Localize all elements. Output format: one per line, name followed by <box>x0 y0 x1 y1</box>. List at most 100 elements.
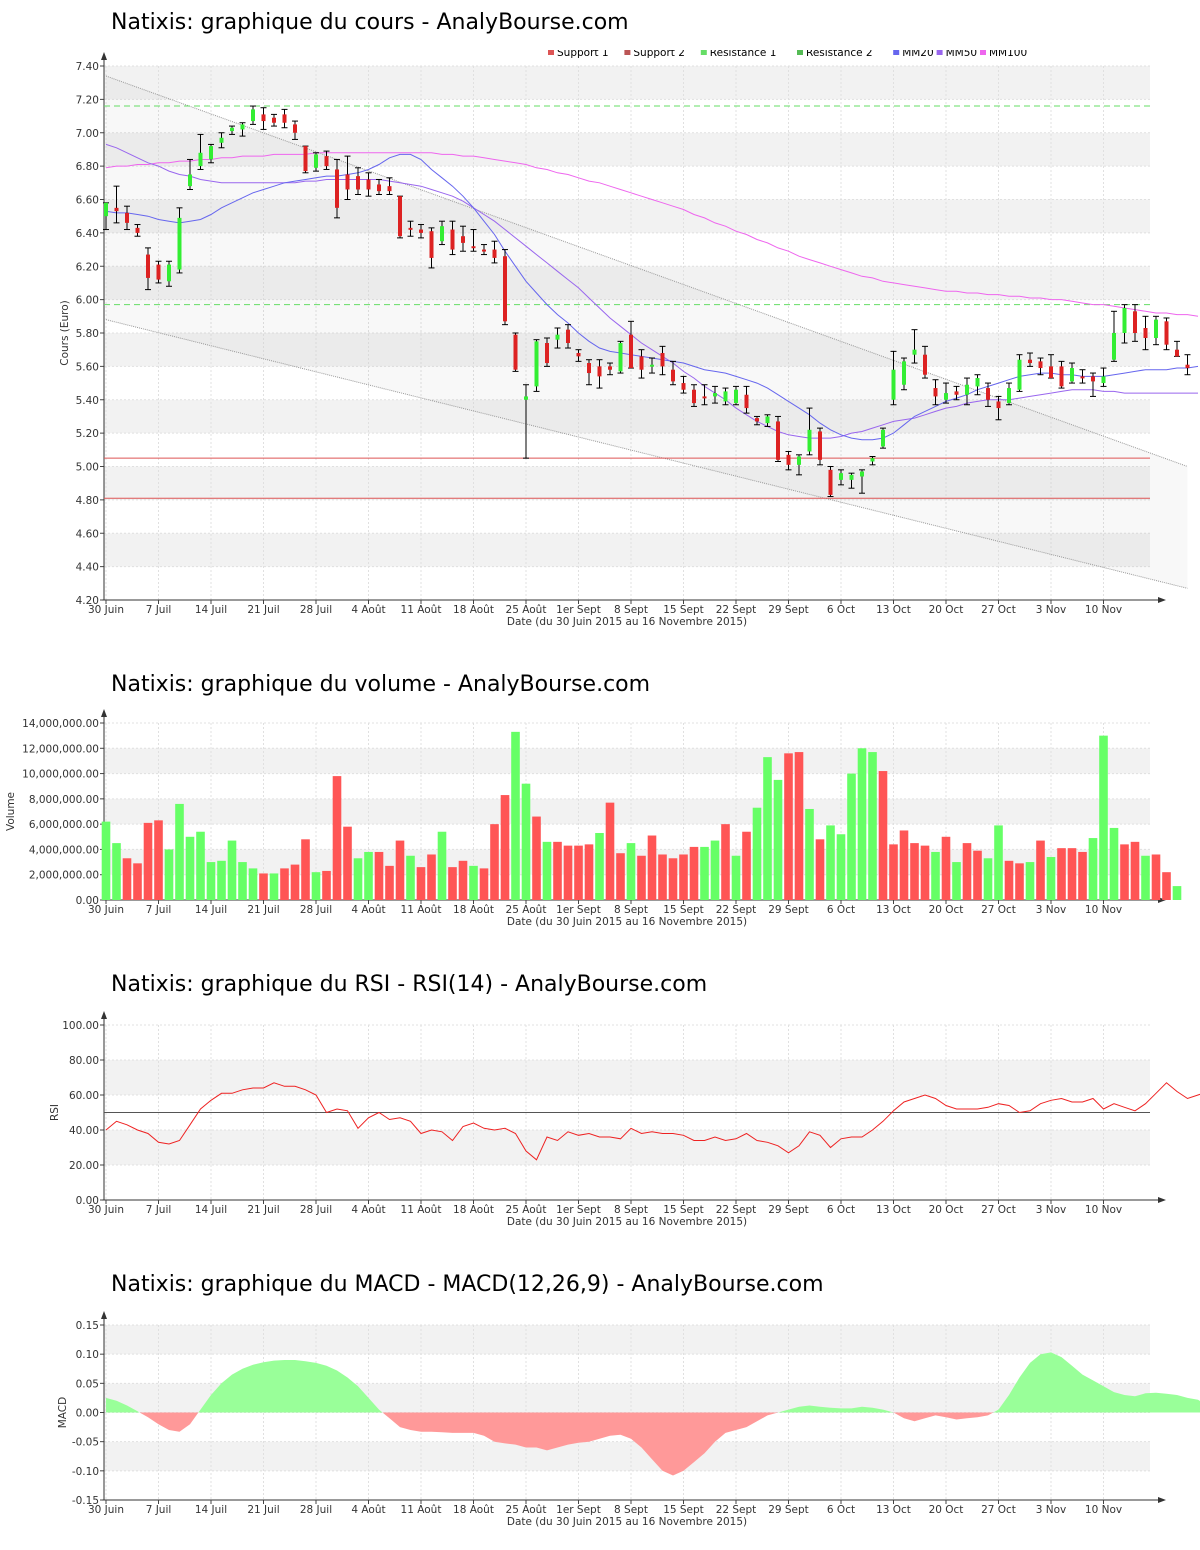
candle-body <box>860 471 864 477</box>
x-tick-label: 18 Août <box>453 904 494 916</box>
plot-band <box>104 798 1150 825</box>
volume-bar <box>364 851 373 900</box>
volume-bar <box>164 849 174 900</box>
y-tick-label: 6.60 <box>76 195 99 207</box>
volume-bar <box>679 854 688 900</box>
candle-body <box>629 334 633 369</box>
x-tick-label: 1er Sept <box>556 904 601 916</box>
x-tick-label: 6 Oct <box>827 904 855 916</box>
volume-bar <box>227 840 237 900</box>
candle-body <box>1101 376 1106 384</box>
candle-body <box>944 393 948 400</box>
plot-band <box>104 1130 1150 1165</box>
x-tick-label: 7 Juil <box>146 1204 172 1216</box>
candle-body <box>597 366 602 377</box>
candle-body <box>828 469 833 495</box>
volume-bar <box>553 841 562 900</box>
candle-body <box>923 354 927 375</box>
volume-bar <box>637 855 646 900</box>
y-tick-label: 4.20 <box>76 595 99 607</box>
plot-band <box>104 132 1150 167</box>
volume-bar <box>910 843 919 900</box>
price-chart-title: Natixis: graphique du cours - AnalyBours… <box>111 10 629 35</box>
candle-body <box>566 329 570 344</box>
x-tick-label: 28 Juil <box>300 604 332 616</box>
candle-body <box>1049 366 1053 379</box>
candle-body <box>912 349 917 355</box>
x-tick-label: 25 Août <box>506 904 547 916</box>
volume-bar <box>490 824 499 900</box>
x-axis-arrow <box>1158 597 1166 603</box>
x-tick-label: 3 Nov <box>1036 1204 1067 1216</box>
volume-bar <box>605 802 615 900</box>
volume-bar <box>584 844 594 900</box>
plot-band <box>104 299 1150 333</box>
legend-swatch <box>624 50 631 55</box>
candle-body <box>723 391 728 402</box>
rsi-chart: 0.00 20.00 40.00 60.00 80.00 100.00 30 Juin 7 J… <box>49 1011 1200 1228</box>
x-tick-label: 1er Sept <box>556 1204 601 1216</box>
y-tick-label: 0.00 <box>76 895 99 907</box>
volume-bar <box>332 776 342 900</box>
volume-bar <box>122 858 132 900</box>
candle-body <box>713 393 717 397</box>
volume-bar <box>794 752 804 900</box>
volume-bar <box>710 840 720 900</box>
volume-bar <box>353 858 363 900</box>
volume-bar <box>1067 848 1077 900</box>
volume-bar <box>595 832 604 900</box>
candle-body <box>240 124 245 130</box>
y-tick-label: 6.80 <box>76 161 99 173</box>
plot-band <box>104 199 1150 233</box>
candle-body <box>366 179 371 190</box>
candle-body <box>975 378 980 387</box>
volume-bar <box>994 825 1003 900</box>
legend-label: Support 2 <box>633 50 685 59</box>
x-tick-label: 8 Sept <box>614 904 648 916</box>
candle-body <box>1059 366 1064 387</box>
plot-band <box>104 466 1150 500</box>
plot-band <box>104 99 1150 133</box>
candle-body <box>419 229 423 233</box>
x-tick-label: 13 Oct <box>876 1504 911 1516</box>
volume-bar <box>962 843 972 900</box>
y-tick-label: 0.05 <box>76 1378 99 1390</box>
volume-bar <box>479 868 489 900</box>
y-tick-label: 12,000,000.00 <box>22 743 99 755</box>
volume-bar <box>1057 848 1066 900</box>
volume-bar <box>752 807 762 900</box>
x-tick-label: 3 Nov <box>1036 604 1067 616</box>
x-tick-label: 20 Oct <box>929 1504 964 1516</box>
y-tick-label: 0.00 <box>76 1408 99 1420</box>
volume-bar <box>542 841 552 900</box>
price-chart: 4.20 4.40 4.60 4.80 5.00 5.20 5.40 5.60 5.80 6.00… <box>59 50 1199 628</box>
macd-chart: -0.15 -0.10 -0.05 0.00 0.05 0.10 0.15 30 Juin 7 … <box>57 1311 1200 1528</box>
plot-band <box>104 433 1150 467</box>
macd-negative-area <box>382 1412 778 1476</box>
candle-body <box>114 207 119 212</box>
x-tick-label: 1er Sept <box>556 1504 601 1516</box>
x-tick-label: 8 Sept <box>614 1204 648 1216</box>
candle-body <box>650 364 654 367</box>
macd-chart-title: Natixis: graphique du MACD - MACD(12,26,… <box>111 1272 824 1297</box>
candle-body <box>482 249 486 252</box>
plot-band <box>104 1025 1150 1060</box>
x-tick-label: 20 Oct <box>929 1204 964 1216</box>
x-tick-label: 14 Juil <box>195 604 227 616</box>
candle-body <box>219 137 224 143</box>
volume-bar <box>826 825 835 900</box>
y-tick-label: 5.40 <box>76 395 99 407</box>
candle-body <box>314 154 318 168</box>
y-axis-title: Cours (Euro) <box>59 300 71 366</box>
y-axis-title: Volume <box>5 792 17 831</box>
volume-bar <box>406 855 415 900</box>
x-tick-label: 10 Nov <box>1085 604 1122 616</box>
y-tick-label: 7.20 <box>76 94 99 106</box>
x-tick-label: 30 Juin <box>88 604 124 616</box>
volume-bar <box>143 822 153 900</box>
y-tick-label: 0.00 <box>76 1195 99 1207</box>
candle-body <box>104 202 108 217</box>
x-tick-label: 28 Juil <box>300 904 332 916</box>
x-tick-label: 10 Nov <box>1085 1204 1122 1216</box>
x-tick-label: 21 Juil <box>247 1504 279 1516</box>
